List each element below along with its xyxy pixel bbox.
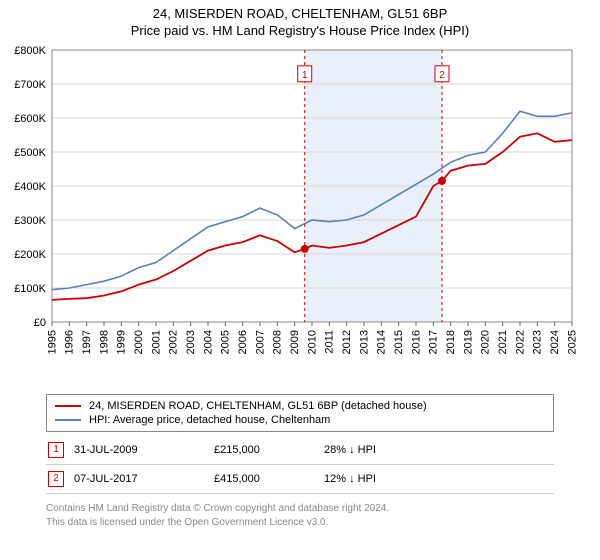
svg-text:2025: 2025 bbox=[566, 330, 578, 354]
svg-text:2016: 2016 bbox=[410, 330, 422, 354]
svg-text:2018: 2018 bbox=[445, 330, 457, 354]
chart: £0 £100K £200K £300K £400K £500K £600K £700K £80… bbox=[0, 44, 600, 384]
svg-text:2010: 2010 bbox=[306, 330, 318, 354]
svg-text:2024: 2024 bbox=[549, 330, 561, 354]
marker-badge: 1 bbox=[48, 442, 64, 458]
svg-text:2015: 2015 bbox=[393, 330, 405, 354]
svg-text:£500K: £500K bbox=[14, 147, 46, 159]
svg-text:1997: 1997 bbox=[81, 330, 93, 354]
svg-text:2017: 2017 bbox=[428, 330, 440, 354]
svg-text:2019: 2019 bbox=[462, 330, 474, 354]
svg-text:£200K: £200K bbox=[14, 249, 46, 261]
marker-date: 07-JUL-2017 bbox=[74, 473, 214, 485]
svg-text:2011: 2011 bbox=[324, 330, 336, 354]
svg-text:2003: 2003 bbox=[185, 330, 197, 354]
legend-swatch-2 bbox=[55, 419, 81, 421]
svg-text:2006: 2006 bbox=[237, 330, 249, 354]
title-subtitle: Price paid vs. HM Land Registry's House … bbox=[0, 23, 600, 38]
footnote-line: Contains HM Land Registry data © Crown c… bbox=[46, 502, 554, 516]
svg-text:£800K: £800K bbox=[14, 45, 46, 57]
marker-row: 1 31-JUL-2009 £215,000 28% ↓ HPI bbox=[46, 436, 554, 465]
svg-text:1996: 1996 bbox=[64, 330, 76, 354]
svg-text:2000: 2000 bbox=[133, 330, 145, 354]
title-block: 24, MISERDEN ROAD, CHELTENHAM, GL51 6BP … bbox=[0, 0, 600, 38]
svg-text:2020: 2020 bbox=[480, 330, 492, 354]
chart-svg: £0 £100K £200K £300K £400K £500K £600K £700K £80… bbox=[0, 44, 600, 384]
svg-text:2008: 2008 bbox=[272, 330, 284, 354]
svg-text:1: 1 bbox=[302, 70, 308, 81]
marker-price: £215,000 bbox=[214, 444, 324, 456]
legend: 24, MISERDEN ROAD, CHELTENHAM, GL51 6BP … bbox=[46, 394, 554, 432]
marker-delta: 12% ↓ HPI bbox=[324, 473, 434, 485]
svg-text:£400K: £400K bbox=[14, 181, 46, 193]
svg-text:2009: 2009 bbox=[289, 330, 301, 354]
marker-badge: 2 bbox=[48, 471, 64, 487]
svg-text:2004: 2004 bbox=[202, 330, 214, 354]
svg-text:£700K: £700K bbox=[14, 79, 46, 91]
svg-text:2023: 2023 bbox=[532, 330, 544, 354]
svg-text:2007: 2007 bbox=[254, 330, 266, 354]
marker-price: £415,000 bbox=[214, 473, 324, 485]
svg-text:£300K: £300K bbox=[14, 215, 46, 227]
footnotes: Contains HM Land Registry data © Crown c… bbox=[46, 502, 554, 529]
chart-container: 24, MISERDEN ROAD, CHELTENHAM, GL51 6BP … bbox=[0, 0, 600, 560]
marker-date: 31-JUL-2009 bbox=[74, 444, 214, 456]
footnote-line: This data is licensed under the Open Gov… bbox=[46, 516, 554, 530]
svg-text:2012: 2012 bbox=[341, 330, 353, 354]
svg-text:2005: 2005 bbox=[220, 330, 232, 354]
marker-row: 2 07-JUL-2017 £415,000 12% ↓ HPI bbox=[46, 465, 554, 494]
svg-text:£600K: £600K bbox=[14, 113, 46, 125]
svg-text:1999: 1999 bbox=[116, 330, 128, 354]
svg-text:2002: 2002 bbox=[168, 330, 180, 354]
marker-delta: 28% ↓ HPI bbox=[324, 444, 434, 456]
svg-text:£100K: £100K bbox=[14, 283, 46, 295]
legend-row: HPI: Average price, detached house, Chel… bbox=[55, 413, 545, 427]
svg-text:1995: 1995 bbox=[46, 330, 58, 354]
legend-text: 24, MISERDEN ROAD, CHELTENHAM, GL51 6BP … bbox=[89, 400, 427, 412]
svg-text:2022: 2022 bbox=[514, 330, 526, 354]
svg-text:2: 2 bbox=[439, 70, 445, 81]
legend-swatch-1 bbox=[55, 405, 81, 407]
legend-row: 24, MISERDEN ROAD, CHELTENHAM, GL51 6BP … bbox=[55, 399, 545, 413]
legend-text: HPI: Average price, detached house, Chel… bbox=[89, 414, 330, 426]
svg-text:2013: 2013 bbox=[358, 330, 370, 354]
svg-text:2014: 2014 bbox=[376, 330, 388, 354]
svg-text:2021: 2021 bbox=[497, 330, 509, 354]
svg-text:£0: £0 bbox=[34, 317, 46, 329]
marker-table: 1 31-JUL-2009 £215,000 28% ↓ HPI 2 07-JU… bbox=[46, 436, 554, 494]
svg-text:1998: 1998 bbox=[98, 330, 110, 354]
title-address: 24, MISERDEN ROAD, CHELTENHAM, GL51 6BP bbox=[0, 6, 600, 21]
svg-text:2001: 2001 bbox=[150, 330, 162, 354]
